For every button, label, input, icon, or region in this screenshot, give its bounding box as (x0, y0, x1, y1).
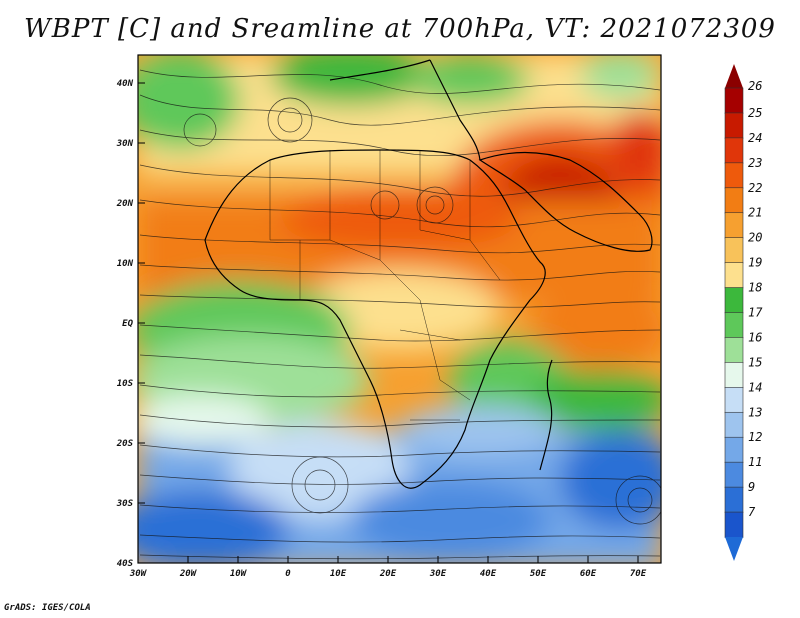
colorbar-label: 18 (748, 281, 762, 295)
colorbar-segment (724, 262, 744, 289)
lat-label: 40N (117, 79, 134, 89)
colorbar-label: 7 (748, 505, 756, 519)
colorbar-segment (724, 436, 744, 463)
colorbar-segment (724, 411, 744, 439)
wbpt-field (138, 55, 661, 563)
colorbar-bottom-arrow (725, 537, 743, 561)
lon-label: 30W (129, 569, 148, 579)
map-frame (137, 54, 662, 564)
lon-label: 70E (630, 569, 647, 579)
lon-label: 10W (230, 569, 248, 579)
colorbar-label: 11 (748, 455, 762, 469)
lon-label: 60E (580, 569, 597, 579)
colorbar: 26 25 24 23 22 21 20 19 18 17 16 15 14 13 12 11 9 7 (724, 64, 763, 561)
chart-title: WBPT [C] and Sreamline at 700hPa, VT: 20… (24, 14, 776, 44)
colorbar-segment (724, 112, 744, 139)
colorbar-top-arrow (725, 64, 743, 88)
colorbar-label: 23 (748, 156, 762, 170)
colorbar-segment (724, 87, 744, 114)
colorbar-label: 16 (748, 330, 762, 344)
lon-label: 50E (530, 569, 547, 579)
lon-label: 20E (379, 569, 397, 579)
colorbar-segment (724, 237, 744, 264)
colorbar-label: 19 (748, 256, 762, 270)
colorbar-label: 12 (748, 430, 762, 444)
colorbar-label: 13 (748, 405, 762, 419)
colorbar-segment (724, 162, 744, 189)
colorbar-label: 22 (748, 181, 762, 195)
colorbar-label: 9 (748, 480, 755, 494)
colorbar-label: 20 (748, 231, 762, 245)
lat-label: 40S (117, 559, 134, 569)
colorbar-segment (724, 312, 744, 339)
colorbar-segment (724, 137, 744, 164)
colorbar-segment (724, 212, 744, 239)
lat-label: 30S (116, 499, 134, 509)
colorbar-segment (724, 362, 744, 389)
colorbar-label: 26 (748, 79, 762, 93)
lon-label: 30E (429, 569, 447, 579)
grads-credit: GrADS: IGES/COLA (4, 603, 91, 613)
colorbar-label: 24 (748, 131, 762, 145)
colorbar-label: 21 (748, 206, 762, 220)
lat-label: 20S (116, 439, 134, 449)
colorbar-label: 25 (748, 106, 762, 120)
colorbar-segment (724, 486, 744, 513)
lon-label: 0 (285, 569, 291, 579)
lon-label: 40E (480, 569, 497, 579)
colorbar-segment (724, 337, 744, 364)
colorbar-label: 15 (748, 355, 762, 369)
lat-label: EQ (122, 319, 133, 329)
colorbar-segment (724, 387, 744, 414)
colorbar-segment (724, 287, 744, 314)
colorbar-segment (724, 461, 744, 488)
lat-label: 10S (117, 379, 134, 389)
lat-label: 30N (116, 139, 134, 149)
colorbar-label: 17 (748, 306, 763, 320)
colorbar-segment (724, 511, 744, 538)
lon-label: 20W (179, 569, 198, 579)
lat-label: 20N (116, 199, 134, 209)
lat-label: 10N (117, 259, 134, 269)
colorbar-label: 14 (748, 380, 762, 394)
lon-label: 10E (330, 569, 347, 579)
colorbar-segment (724, 187, 744, 214)
